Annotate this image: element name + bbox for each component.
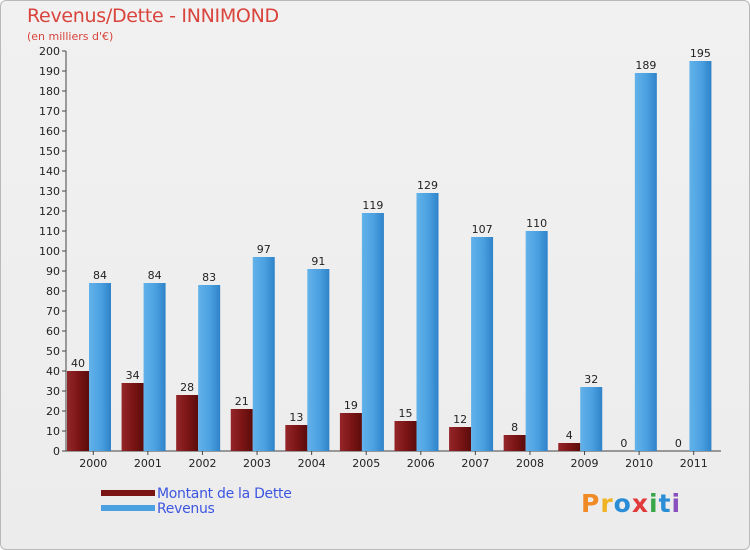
debt-bar-label: 34 xyxy=(126,369,140,382)
y-tick-label: 80 xyxy=(46,285,60,298)
y-tick-label: 150 xyxy=(39,145,60,158)
x-tick-label: 2010 xyxy=(625,457,653,470)
debt-bar-label: 15 xyxy=(399,407,413,420)
debt-bar xyxy=(503,435,526,451)
x-tick-label: 2009 xyxy=(571,457,599,470)
y-axis: 0 10 20 30 40 50 60 70 80 90 100 110 120 130 140 150 160… xyxy=(39,45,67,458)
revenue-bar-label: 107 xyxy=(472,223,493,236)
x-tick-label: 2003 xyxy=(243,457,271,470)
y-tick-label: 170 xyxy=(39,105,60,118)
debt-bar-label: 0 xyxy=(675,437,682,450)
debt-bar xyxy=(67,371,89,451)
debt-bar-label: 28 xyxy=(180,381,194,394)
chart-title: Revenus/Dette - INNIMOND xyxy=(27,5,279,27)
revenue-bar xyxy=(361,213,384,451)
y-tick-label: 60 xyxy=(46,325,60,338)
revenue-bar-label: 83 xyxy=(202,271,216,284)
legend-swatch-revenue xyxy=(101,505,155,511)
debt-bar xyxy=(285,425,308,451)
revenue-bar-label: 189 xyxy=(635,59,656,72)
debt-bar-label: 0 xyxy=(620,437,627,450)
revenue-bar xyxy=(252,257,275,451)
revenue-bar xyxy=(525,231,548,451)
y-tick-label: 100 xyxy=(39,245,60,258)
bar-chart: 0102030405060708090100110120130140150160… xyxy=(39,45,721,470)
x-tick-label: 2004 xyxy=(298,457,326,470)
proxiti-logo: Proxiti xyxy=(581,489,682,518)
debt-bar-label: 4 xyxy=(566,429,573,442)
revenue-bar xyxy=(416,193,439,451)
legend-label-revenue: Revenus xyxy=(157,501,215,517)
bars-group xyxy=(67,61,712,451)
revenue-bar-label: 110 xyxy=(526,217,547,230)
legend-swatch-debt xyxy=(101,490,155,496)
y-tick-label: 70 xyxy=(46,305,60,318)
y-tick-label: 110 xyxy=(39,225,60,238)
debt-bar-label: 13 xyxy=(289,411,303,424)
x-tick-label: 2006 xyxy=(407,457,435,470)
y-tick-label: 160 xyxy=(39,125,60,138)
x-tick-label: 2007 xyxy=(461,457,489,470)
value-labels-group: 4084348428832197139119119151291210781104… xyxy=(71,47,711,450)
debt-bar-label: 21 xyxy=(235,395,249,408)
revenue-bar xyxy=(580,387,603,451)
revenue-bar xyxy=(143,283,166,451)
revenue-bar xyxy=(307,269,330,451)
y-tick-label: 40 xyxy=(46,365,60,378)
x-axis: 2000 2001 2002 2003 2004 2005 2006 2007 2008 2009… xyxy=(66,450,721,470)
debt-bar xyxy=(394,421,417,451)
y-tick-label: 30 xyxy=(46,385,60,398)
revenue-bar-label: 129 xyxy=(417,179,438,192)
revenue-bar xyxy=(689,61,712,451)
debt-bar xyxy=(339,413,362,451)
y-tick-label: 10 xyxy=(46,425,60,438)
chart-subtitle: (en milliers d'€) xyxy=(27,30,114,43)
y-tick-label: 50 xyxy=(46,345,60,358)
revenue-bar xyxy=(471,237,494,451)
debt-bar xyxy=(176,395,199,451)
revenue-bar xyxy=(89,283,111,451)
y-tick-label: 130 xyxy=(39,185,60,198)
debt-bar xyxy=(121,383,144,451)
y-tick-label: 200 xyxy=(39,45,60,58)
y-tick-label: 140 xyxy=(39,165,60,178)
y-tick-label: 90 xyxy=(46,265,60,278)
debt-bar-label: 19 xyxy=(344,399,358,412)
x-tick-label: 2001 xyxy=(134,457,162,470)
x-tick-label: 2011 xyxy=(680,457,708,470)
revenue-bar xyxy=(198,285,221,451)
debt-bar-label: 40 xyxy=(71,357,85,370)
debt-bar xyxy=(230,409,253,451)
y-tick-label: 0 xyxy=(53,445,60,458)
revenue-bar xyxy=(634,73,657,451)
revenue-bar-label: 97 xyxy=(257,243,271,256)
y-tick-label: 190 xyxy=(39,65,60,78)
revenue-bar-label: 32 xyxy=(584,373,598,386)
revenue-bar-label: 84 xyxy=(148,269,162,282)
legend-label-debt: Montant de la Dette xyxy=(157,486,292,502)
y-tick-label: 20 xyxy=(46,405,60,418)
x-tick-label: 2000 xyxy=(79,457,107,470)
revenue-bar-label: 84 xyxy=(93,269,107,282)
revenue-bar-label: 119 xyxy=(362,199,383,212)
x-tick-label: 2008 xyxy=(516,457,544,470)
revenue-bar-label: 91 xyxy=(311,255,325,268)
debt-bar xyxy=(558,443,581,451)
y-tick-label: 120 xyxy=(39,205,60,218)
y-tick-label: 180 xyxy=(39,85,60,98)
x-tick-label: 2002 xyxy=(188,457,216,470)
debt-bar xyxy=(449,427,472,451)
revenue-bar-label: 195 xyxy=(690,47,711,60)
x-tick-label: 2005 xyxy=(352,457,380,470)
debt-bar-label: 8 xyxy=(511,421,518,434)
debt-bar-label: 12 xyxy=(453,413,467,426)
